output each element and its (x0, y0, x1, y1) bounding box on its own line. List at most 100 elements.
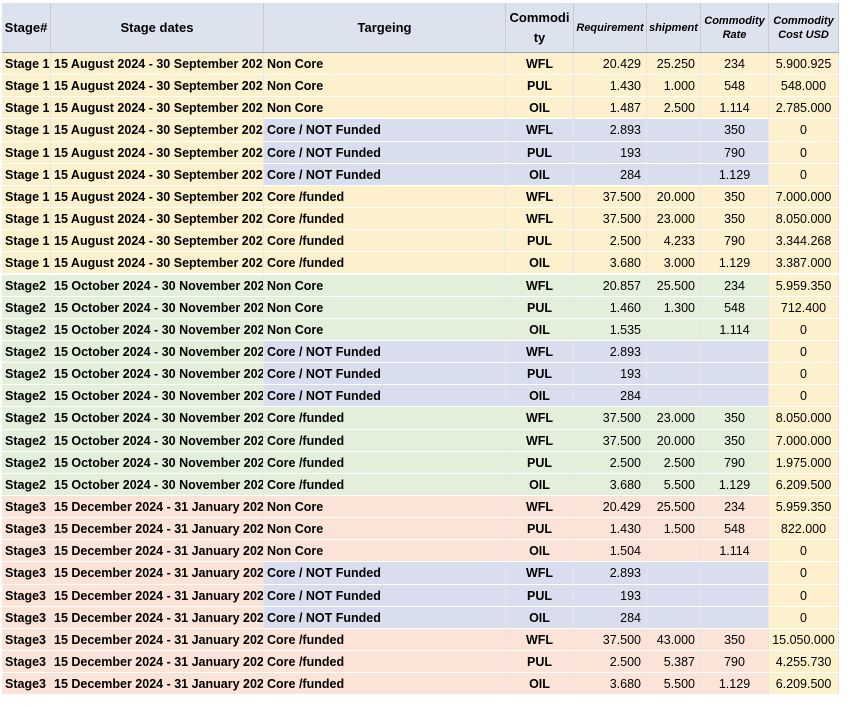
cell-targeting[interactable]: Core /funded (264, 429, 506, 452)
cell-targeting[interactable]: Core /funded (264, 628, 506, 652)
cell-stage[interactable]: Stage 1 (2, 141, 51, 164)
cell-rate[interactable]: 234 (701, 496, 769, 519)
cell-rate[interactable]: 1.129 (701, 252, 769, 275)
cell-dates[interactable]: 15 October 2024 - 30 November 2024 (51, 340, 264, 364)
cell-shipment[interactable]: 25.500 (647, 274, 701, 297)
cell-cost[interactable]: 8.050.000 (769, 407, 839, 430)
cell-cost[interactable]: 822.000 (769, 518, 839, 541)
cell-shipment[interactable]: 5.500 (647, 673, 701, 696)
cell-requirement[interactable]: 37.500 (574, 628, 647, 652)
cell-cost[interactable]: 0 (769, 318, 839, 341)
cell-commodity[interactable]: WFL (506, 119, 574, 142)
cell-shipment[interactable]: 5.387 (647, 651, 701, 674)
cell-stage[interactable]: Stage 1 (2, 119, 51, 142)
cell-requirement[interactable]: 1.430 (574, 75, 647, 98)
cell-dates[interactable]: 15 December 2024 - 31 January 2025 (51, 584, 264, 607)
cell-requirement[interactable]: 3.680 (574, 252, 647, 275)
cell-cost[interactable]: 0 (769, 163, 839, 186)
header-rate[interactable]: Commodity Rate (701, 3, 769, 53)
cell-dates[interactable]: 15 December 2024 - 31 January 2025 (51, 518, 264, 541)
cell-requirement[interactable]: 2.500 (574, 651, 647, 674)
cell-shipment[interactable] (647, 119, 701, 142)
cell-targeting[interactable]: Core /funded (264, 673, 506, 696)
cell-targeting[interactable]: Core /funded (264, 185, 506, 209)
cell-shipment[interactable] (647, 363, 701, 386)
cell-targeting[interactable]: Non Core (264, 518, 506, 541)
cell-cost[interactable]: 0 (769, 363, 839, 386)
cell-shipment[interactable]: 23.000 (647, 407, 701, 430)
cell-stage[interactable]: Stage2 (2, 363, 51, 386)
cell-rate[interactable]: 790 (701, 451, 769, 474)
cell-rate[interactable]: 1.129 (701, 163, 769, 186)
cell-targeting[interactable]: Core /funded (264, 407, 506, 430)
cell-commodity[interactable]: OIL (506, 673, 574, 696)
cell-shipment[interactable] (647, 584, 701, 607)
cell-dates[interactable]: 15 August 2024 - 30 September 2024 (51, 97, 264, 120)
header-commodity[interactable]: Commodi ty (506, 3, 574, 53)
cell-targeting[interactable]: Core /funded (264, 230, 506, 253)
cell-requirement[interactable]: 1.487 (574, 97, 647, 120)
cell-dates[interactable]: 15 August 2024 - 30 September 2024 (51, 119, 264, 142)
cell-targeting[interactable]: Non Core (264, 496, 506, 519)
cell-stage[interactable]: Stage 1 (2, 252, 51, 275)
cell-targeting[interactable]: Non Core (264, 97, 506, 120)
cell-shipment[interactable]: 43.000 (647, 628, 701, 652)
cell-rate[interactable]: 548 (701, 296, 769, 319)
cell-shipment[interactable] (647, 562, 701, 585)
header-cost[interactable]: Commodity Cost USD (769, 3, 839, 53)
cell-targeting[interactable]: Core / NOT Funded (264, 119, 506, 142)
cell-rate[interactable]: 350 (701, 185, 769, 209)
cell-dates[interactable]: 15 October 2024 - 30 November 2024 (51, 296, 264, 319)
cell-requirement[interactable]: 3.680 (574, 673, 647, 696)
cell-commodity[interactable]: OIL (506, 252, 574, 275)
cell-dates[interactable]: 15 August 2024 - 30 September 2024 (51, 141, 264, 164)
cell-stage[interactable]: Stage3 (2, 540, 51, 563)
cell-requirement[interactable]: 284 (574, 606, 647, 629)
cell-stage[interactable]: Stage2 (2, 274, 51, 297)
cell-cost[interactable]: 5.959.350 (769, 496, 839, 519)
cell-cost[interactable]: 6.209.500 (769, 473, 839, 496)
cell-cost[interactable]: 0 (769, 119, 839, 142)
cell-shipment[interactable]: 1.500 (647, 518, 701, 541)
cell-cost[interactable]: 2.785.000 (769, 97, 839, 120)
cell-dates[interactable]: 15 October 2024 - 30 November 2024 (51, 407, 264, 430)
cell-requirement[interactable]: 37.500 (574, 185, 647, 209)
cell-commodity[interactable]: OIL (506, 473, 574, 496)
cell-commodity[interactable]: WFL (506, 53, 574, 76)
cell-targeting[interactable]: Core /funded (264, 208, 506, 231)
cell-stage[interactable]: Stage 1 (2, 53, 51, 76)
cell-commodity[interactable]: WFL (506, 429, 574, 452)
cell-stage[interactable]: Stage3 (2, 496, 51, 519)
cell-stage[interactable]: Stage2 (2, 407, 51, 430)
cell-commodity[interactable]: PUL (506, 363, 574, 386)
cell-commodity[interactable]: WFL (506, 407, 574, 430)
cell-stage[interactable]: Stage2 (2, 451, 51, 474)
cell-requirement[interactable]: 284 (574, 385, 647, 408)
cell-cost[interactable]: 0 (769, 540, 839, 563)
cell-shipment[interactable]: 25.250 (647, 53, 701, 76)
cell-rate[interactable]: 1.114 (701, 540, 769, 563)
cell-requirement[interactable]: 1.430 (574, 518, 647, 541)
cell-shipment[interactable]: 2.500 (647, 97, 701, 120)
cell-requirement[interactable]: 2.893 (574, 562, 647, 585)
cell-stage[interactable]: Stage3 (2, 673, 51, 696)
cell-requirement[interactable]: 37.500 (574, 429, 647, 452)
cell-rate[interactable]: 350 (701, 429, 769, 452)
cell-dates[interactable]: 15 December 2024 - 31 January 2025 (51, 606, 264, 629)
cell-cost[interactable]: 3.344.268 (769, 230, 839, 253)
cell-shipment[interactable] (647, 141, 701, 164)
cell-commodity[interactable]: WFL (506, 185, 574, 209)
cell-commodity[interactable]: WFL (506, 208, 574, 231)
cell-rate[interactable]: 548 (701, 518, 769, 541)
cell-dates[interactable]: 15 December 2024 - 31 January 2025 (51, 673, 264, 696)
cell-commodity[interactable]: WFL (506, 496, 574, 519)
cell-dates[interactable]: 15 October 2024 - 30 November 2024 (51, 451, 264, 474)
cell-rate[interactable] (701, 606, 769, 629)
cell-rate[interactable]: 1.129 (701, 673, 769, 696)
cell-cost[interactable]: 3.387.000 (769, 252, 839, 275)
cell-requirement[interactable]: 2.500 (574, 451, 647, 474)
cell-cost[interactable]: 0 (769, 606, 839, 629)
cell-commodity[interactable]: PUL (506, 230, 574, 253)
cell-dates[interactable]: 15 December 2024 - 31 January 2025 (51, 628, 264, 652)
cell-targeting[interactable]: Core / NOT Funded (264, 584, 506, 607)
